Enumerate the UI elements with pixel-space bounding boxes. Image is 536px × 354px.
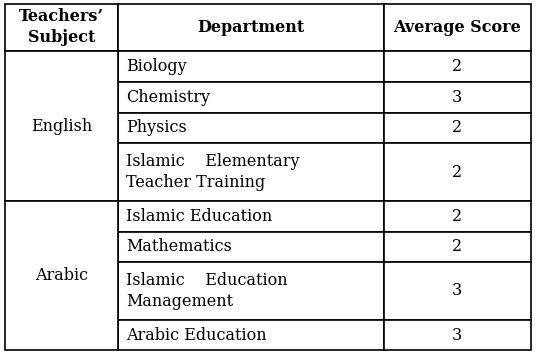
Bar	[384, 320, 531, 350]
Text: Islamic Education: Islamic Education	[126, 208, 273, 225]
Text: 3: 3	[452, 327, 462, 344]
Bar	[384, 232, 531, 262]
Bar	[384, 82, 531, 113]
Bar	[118, 51, 384, 82]
Bar	[384, 4, 531, 51]
Bar	[118, 143, 384, 201]
Text: Islamic    Education
Management: Islamic Education Management	[126, 272, 288, 310]
Text: English: English	[31, 118, 92, 135]
Bar	[118, 113, 384, 143]
Text: Islamic    Elementary
Teacher Training: Islamic Elementary Teacher Training	[126, 153, 300, 191]
Bar	[5, 4, 118, 51]
Bar	[118, 232, 384, 262]
Bar	[384, 113, 531, 143]
Bar	[384, 51, 531, 82]
Text: Department: Department	[197, 19, 304, 36]
Bar	[118, 4, 384, 51]
Bar	[118, 262, 384, 320]
Bar	[118, 201, 384, 232]
Text: 3: 3	[452, 282, 462, 299]
Bar	[118, 82, 384, 113]
Text: Chemistry: Chemistry	[126, 89, 210, 106]
Bar	[118, 320, 384, 350]
Bar	[5, 51, 118, 201]
Text: Arabic Education: Arabic Education	[126, 327, 267, 344]
Bar	[384, 262, 531, 320]
Text: Physics: Physics	[126, 119, 187, 136]
Text: 2: 2	[452, 208, 462, 225]
Text: Biology: Biology	[126, 58, 187, 75]
Text: 2: 2	[452, 119, 462, 136]
Text: 2: 2	[452, 238, 462, 255]
Bar	[384, 143, 531, 201]
Text: Mathematics: Mathematics	[126, 238, 232, 255]
Bar	[384, 201, 531, 232]
Text: Average Score: Average Score	[393, 19, 521, 36]
Bar	[5, 201, 118, 350]
Text: Teachers’
Subject: Teachers’ Subject	[19, 8, 105, 46]
Text: 3: 3	[452, 89, 462, 106]
Text: 2: 2	[452, 58, 462, 75]
Text: Arabic: Arabic	[35, 267, 88, 284]
Text: 2: 2	[452, 164, 462, 181]
